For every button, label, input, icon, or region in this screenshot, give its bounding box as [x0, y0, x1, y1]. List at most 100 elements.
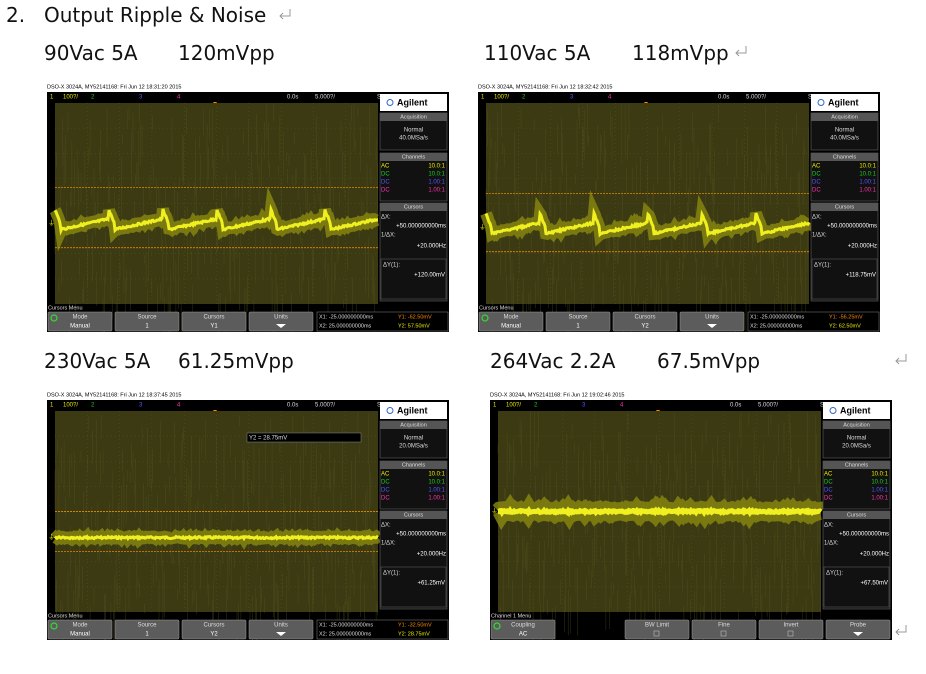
top-bar-item: 2: [91, 403, 95, 409]
ripple: 61.25mVpp: [178, 349, 294, 373]
ripple: 120mVpp: [178, 41, 275, 65]
acq-mode: Normal: [847, 436, 866, 442]
top-bar-item: 100?/: [506, 403, 521, 409]
panel-title: Channels: [833, 154, 856, 160]
top-bar-item: 4: [608, 95, 612, 101]
channel-coupling: AC: [824, 472, 833, 478]
softkey[interactable]: [691, 619, 757, 640]
condition: 110Vac 5A: [484, 41, 591, 65]
acq-mode: Normal: [835, 128, 854, 134]
softkey[interactable]: [248, 311, 314, 332]
ground-marker: ⏚: [479, 223, 486, 231]
cursor-label: 1/ΔX:: [381, 541, 396, 547]
cursor-box: [823, 566, 890, 608]
top-bar-item: 2: [522, 95, 526, 101]
top-bar-item: 0.0s: [718, 95, 729, 101]
softkey[interactable]: [181, 311, 247, 332]
cursor-value: +120.00mV: [414, 273, 445, 279]
panel-title-bg: [380, 153, 447, 161]
readout-box: [316, 311, 449, 332]
condition: 230Vac 5A: [44, 349, 151, 373]
top-bar-item: 3: [139, 95, 143, 101]
cursor-readout: Y2: 62.50mV: [829, 323, 861, 329]
brand-box: [380, 94, 447, 111]
channel-coupling: DC: [824, 488, 833, 494]
cursor-label: 1/ΔX:: [824, 541, 839, 547]
softkey[interactable]: [47, 311, 113, 332]
top-bar-item: 0.0s: [287, 95, 298, 101]
channel-coupling: AC: [381, 472, 390, 478]
condition: 264Vac 2.2A: [490, 349, 616, 373]
softkey[interactable]: [248, 619, 314, 640]
ripple: 67.5mVpp: [657, 349, 761, 373]
cursor-value: +50.000000000ms: [839, 532, 889, 538]
softkey[interactable]: [478, 311, 544, 332]
channel-coupling: AC: [381, 164, 390, 170]
channel-coupling: DC: [812, 172, 821, 178]
softkey-value: AC: [519, 632, 528, 638]
top-bar-item: 4: [620, 403, 624, 409]
overlay-text: Y2 = 28.75mV: [249, 436, 287, 442]
top-bar-item: 5.000?/: [746, 95, 766, 101]
cursor-label: ΔY(1):: [826, 571, 843, 577]
softkey[interactable]: [624, 619, 690, 640]
acq-rate: 40.0MSa/s: [399, 136, 428, 142]
softkey[interactable]: [181, 619, 247, 640]
softkey[interactable]: [758, 619, 824, 640]
ripple: 118mVpp: [632, 41, 729, 65]
menu-title: Cursors Menu: [48, 613, 83, 619]
channel-probe: 10.0:1: [859, 172, 876, 178]
softkey[interactable]: [545, 311, 611, 332]
panel-title: Acquisition: [831, 114, 858, 120]
cursor-label: 1/ΔX:: [381, 233, 396, 239]
softkey[interactable]: [114, 619, 180, 640]
cursor-readout: Y1: -56.25mV: [829, 314, 863, 320]
cursor-readout: Y1: -32.50mV: [398, 622, 432, 628]
panel-title: Cursors: [404, 512, 424, 518]
brand-logo: [829, 407, 837, 414]
softkey[interactable]: [679, 311, 745, 332]
panel-title: Cursors: [835, 204, 855, 210]
cursor-label: ΔX:: [381, 215, 391, 221]
cursor-label: ΔX:: [381, 523, 391, 529]
brand-box: [380, 402, 447, 419]
top-bar-item: 3: [570, 95, 574, 101]
softkey[interactable]: [825, 619, 891, 640]
panel-title-bg: [380, 461, 447, 469]
softkey-value: Y1: [210, 324, 218, 330]
acq-rate: 40.0MSa/s: [830, 136, 859, 142]
cursor-readout: Y2: 57.50mV: [398, 323, 430, 329]
cursor-box: [380, 566, 447, 608]
cursor-value: +50.000000000ms: [396, 224, 446, 230]
softkey[interactable]: [114, 311, 180, 332]
cursor-label: ΔX:: [812, 215, 822, 221]
panel-title: Channels: [845, 462, 868, 468]
channel-coupling: DC: [381, 496, 390, 502]
down-arrow: [853, 632, 863, 636]
acq-mode: Normal: [404, 128, 423, 134]
softkey-label: Units: [274, 315, 288, 321]
top-bar-item: 1: [481, 95, 485, 101]
cursor-value: +67.50mV: [860, 581, 888, 587]
softkey-label: Source: [568, 315, 588, 321]
ground-marker: ⏚: [491, 507, 498, 515]
softkey[interactable]: [490, 619, 556, 640]
softkey[interactable]: [612, 311, 678, 332]
softkey-label: Coupling: [511, 623, 535, 629]
channel-probe: 10.0:1: [428, 172, 445, 178]
top-bar-item: 2: [534, 403, 538, 409]
channel-coupling: DC: [824, 480, 833, 486]
panel-title-bg: [380, 203, 447, 211]
top-bar-item: 4: [177, 95, 181, 101]
softkey-value: Manual: [70, 324, 90, 330]
softkey[interactable]: [47, 619, 113, 640]
softkey-label: Source: [137, 315, 157, 321]
cursor-readout: X2: 25.000000000ms: [750, 323, 803, 329]
waveform: [497, 505, 823, 518]
back-icon: [481, 314, 489, 322]
scope-svg: DSO-X 3024A, MY52141168: Fri Jun 12 18:3…: [478, 84, 880, 369]
brand: Agilent: [397, 405, 428, 415]
panel-section: [822, 510, 891, 610]
top-bar-item: 1: [50, 95, 54, 101]
